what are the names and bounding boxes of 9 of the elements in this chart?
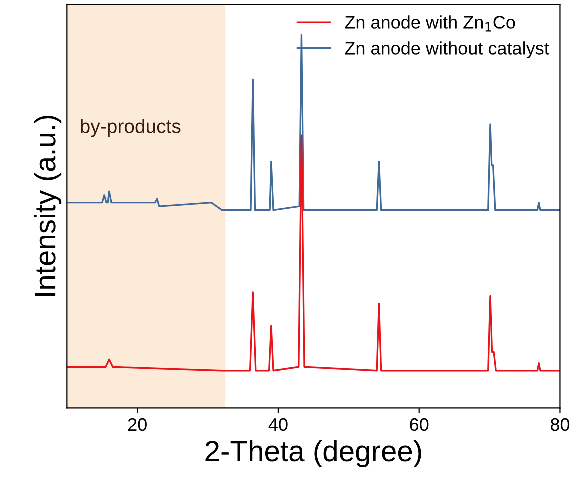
x-tick-label: 20 — [128, 418, 147, 432]
y-axis-title: Intensity (a.u.) — [34, 116, 62, 296]
legend-label: Zn anode without catalyst — [345, 42, 550, 58]
band-label: by-products — [81, 119, 181, 138]
x-axis-title: 2-Theta (degree) — [206, 440, 422, 468]
x-tick-label: 40 — [268, 418, 288, 432]
legend-label: Zn anode with Zn$_{1}$Co — [345, 16, 516, 32]
x-tick-label: 80 — [550, 418, 570, 432]
x-tick-label: 60 — [410, 418, 429, 432]
